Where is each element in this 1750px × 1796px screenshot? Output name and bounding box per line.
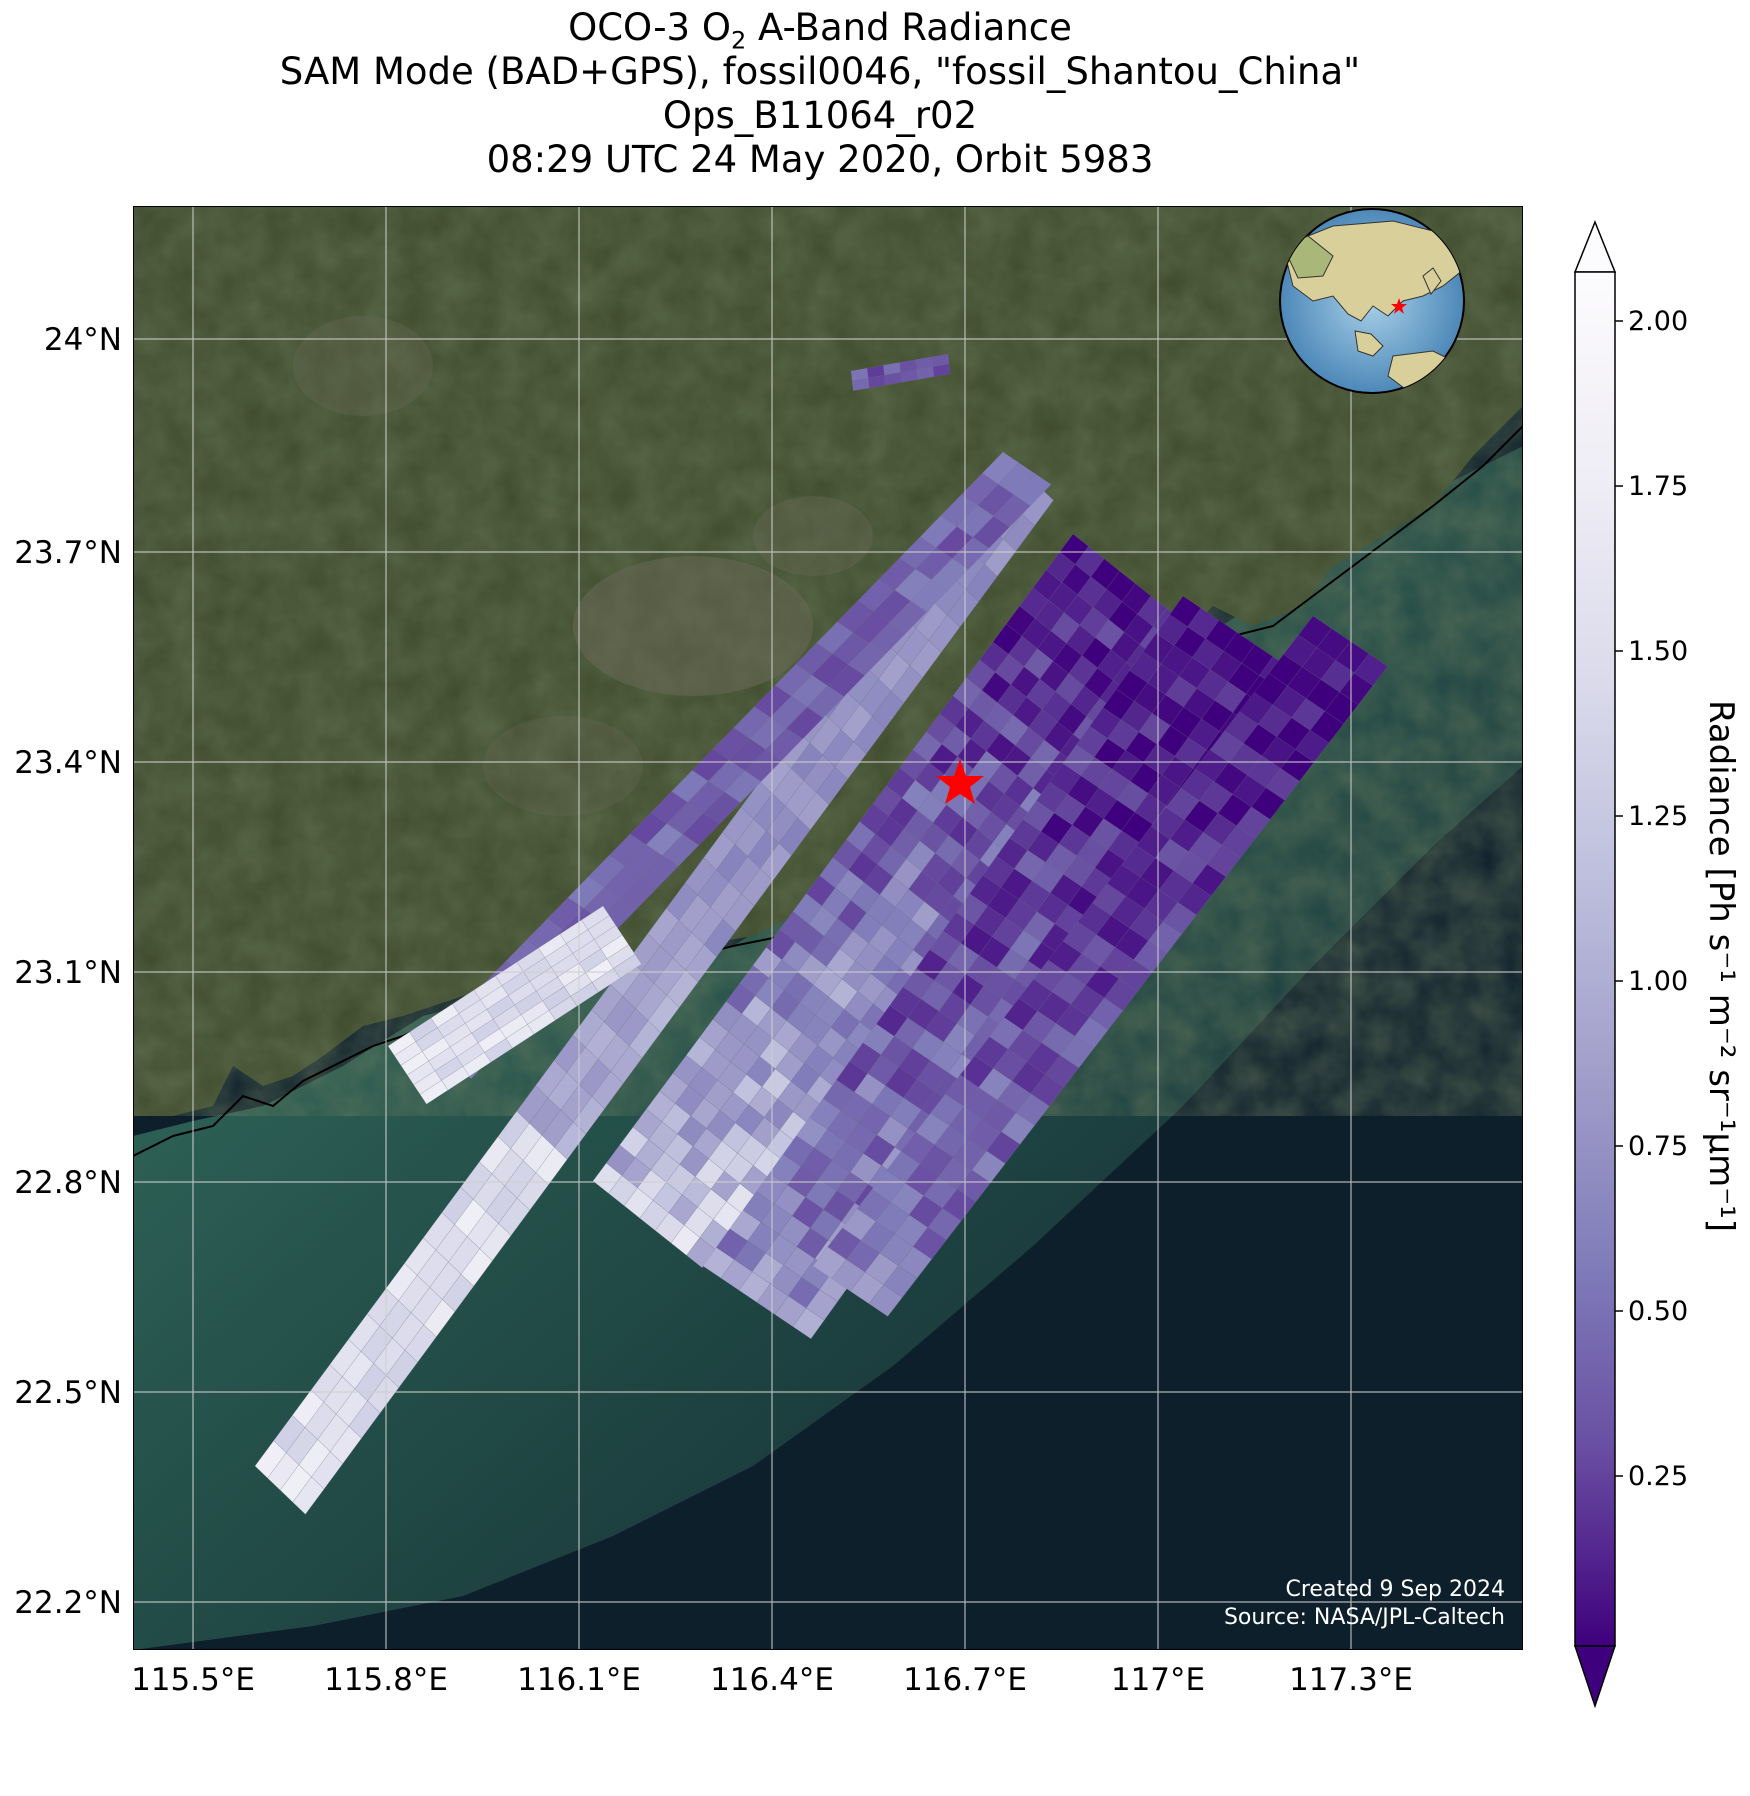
lon-tick-label: 115.5°E <box>131 1662 255 1698</box>
credit-created: Created 9 Sep 2024 <box>1286 1577 1506 1602</box>
lon-tick-label: 117°E <box>1111 1662 1205 1698</box>
title-line-3: Ops_B11064_r02 <box>662 94 978 137</box>
colorbar-exponent: 1e20 <box>1570 206 1638 211</box>
colorbar-gradient <box>1574 271 1616 1647</box>
colorbar-tick-label: 0.25 <box>1628 1461 1688 1492</box>
title-line-1: OCO-3 O2 A-Band Radiance <box>568 6 1072 55</box>
globe-star-marker <box>1391 298 1407 314</box>
swath-west-block <box>387 905 642 1105</box>
lon-tick-label: 116.4°E <box>710 1662 834 1698</box>
urban-area <box>293 316 433 416</box>
colorbar-extend-bottom <box>1573 1645 1617 1709</box>
swath-right <box>702 595 1292 1340</box>
colorbar-tick-label: 0.50 <box>1628 1296 1688 1327</box>
target-star-marker <box>936 759 984 804</box>
colorbar-tick-label: 2.00 <box>1628 306 1688 337</box>
credit-source: Source: NASA/JPL-Caltech <box>1224 1605 1505 1630</box>
colorbar: 1e20 2.252.001.751.501.251.000.750.500.2… <box>1570 206 1741 1709</box>
colorbar-tick-label: 0.75 <box>1628 1131 1688 1162</box>
map-panel: Created 9 Sep 2024 Source: NASA/JPL-Calt… <box>133 206 1523 1650</box>
radiance-swaths <box>254 353 1389 1515</box>
swath-north-fragment <box>850 353 951 392</box>
lat-tick-label: 23.7°N <box>14 535 122 571</box>
urban-area <box>753 496 873 576</box>
title-line-4: 08:29 UTC 24 May 2020, Orbit 5983 <box>486 138 1154 181</box>
colorbar-tick-label: 1.00 <box>1628 966 1688 997</box>
lat-tick-label: 22.5°N <box>14 1375 122 1411</box>
swath-outer <box>812 615 1389 1317</box>
colorbar-tick-label: 1.50 <box>1628 636 1688 667</box>
lon-tick-label: 117.3°E <box>1289 1662 1413 1698</box>
colorbar-label: Radiance [Ph s⁻¹ m⁻² sr⁻¹μm⁻¹] <box>1701 700 1741 1232</box>
lat-tick-label: 22.8°N <box>14 1165 122 1201</box>
urban-area <box>483 716 643 816</box>
lat-tick-label: 23.4°N <box>14 745 122 781</box>
lat-tick-label: 22.2°N <box>14 1585 122 1621</box>
colorbar-tick-label: 1.25 <box>1628 801 1688 832</box>
title-line-2: SAM Mode (BAD+GPS), fossil0046, "fossil_… <box>279 50 1361 93</box>
lon-tick-label: 116.7°E <box>903 1662 1027 1698</box>
colorbar-extend-top <box>1573 219 1617 273</box>
lon-tick-label: 116.1°E <box>517 1662 641 1698</box>
colorbar-tick-label: 1.75 <box>1628 471 1688 502</box>
gridlines <box>133 206 1523 1650</box>
urban-area <box>573 556 813 696</box>
lon-tick-label: 115.8°E <box>324 1662 448 1698</box>
lat-tick-label: 23.1°N <box>14 955 122 991</box>
lat-tick-label: 24°N <box>44 322 122 358</box>
